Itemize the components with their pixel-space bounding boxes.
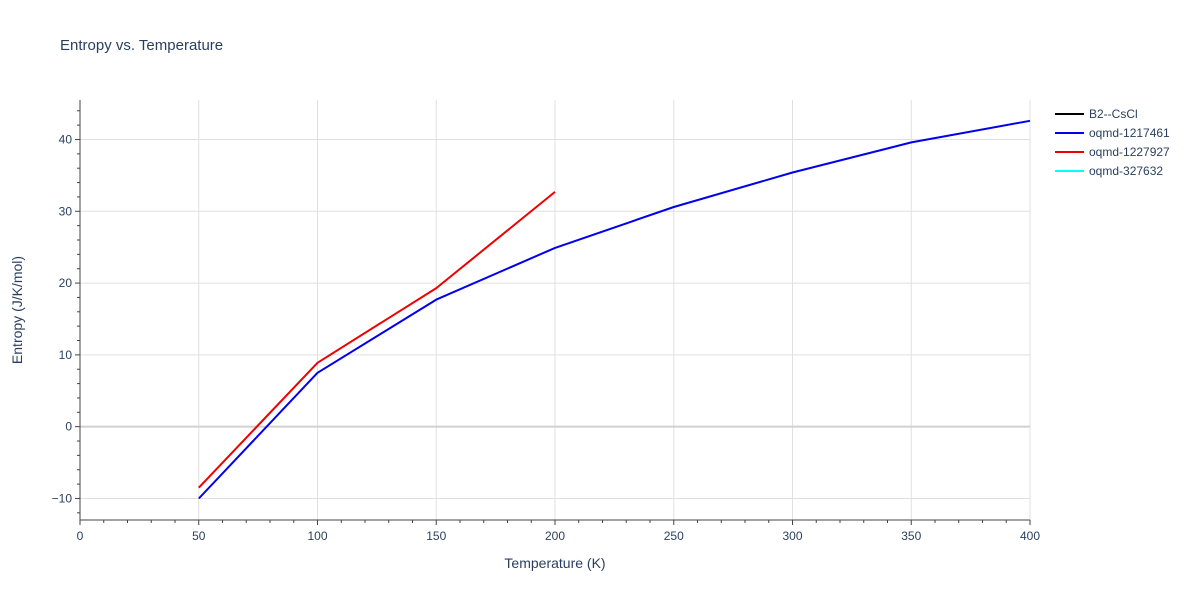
y-tick-label: −10 [52,491,73,505]
x-tick-label: 100 [307,529,327,543]
legend-label: oqmd-1217461 [1089,126,1170,140]
y-tick-label: 30 [59,204,73,218]
y-tick-label: 10 [59,348,73,362]
y-axis-ticks: −10 0 10 20 30 40 [52,132,73,505]
legend[interactable]: B2--CsCl oqmd-1217461 oqmd-1227927 oqmd-327… [1055,107,1170,178]
x-tick-label: 50 [192,529,206,543]
legend-item[interactable]: oqmd-1227927 [1055,145,1170,159]
chart-title: Entropy vs. Temperature [60,37,223,54]
legend-item[interactable]: oqmd-1217461 [1055,126,1170,140]
y-tick-label: 40 [59,132,73,146]
x-tick-label: 400 [1020,529,1040,543]
axes [75,100,1031,525]
x-tick-label: 150 [426,529,446,543]
x-axis-title: Temperature (K) [504,555,605,571]
x-axis-ticks: 0 50 100 150 200 250 300 350 400 [77,529,1041,543]
y-tick-label: 0 [65,420,72,434]
legend-label: oqmd-1227927 [1089,145,1170,159]
y-tick-label: 20 [59,276,73,290]
x-tick-label: 300 [782,529,802,543]
legend-label: oqmd-327632 [1089,164,1163,178]
x-tick-label: 250 [664,529,684,543]
legend-item[interactable]: oqmd-327632 [1055,164,1163,178]
series-line-oqmd-1217461 [198,119,1031,500]
y-axis-title: Entropy (J/K/mol) [9,256,25,364]
series-line-oqmd-1227927 [198,191,556,489]
x-tick-label: 0 [77,529,84,543]
legend-item[interactable]: B2--CsCl [1055,107,1138,121]
series-lines [198,119,1031,500]
x-tick-label: 200 [545,529,565,543]
legend-label: B2--CsCl [1089,107,1138,121]
x-tick-label: 350 [901,529,921,543]
grid [80,100,1031,520]
